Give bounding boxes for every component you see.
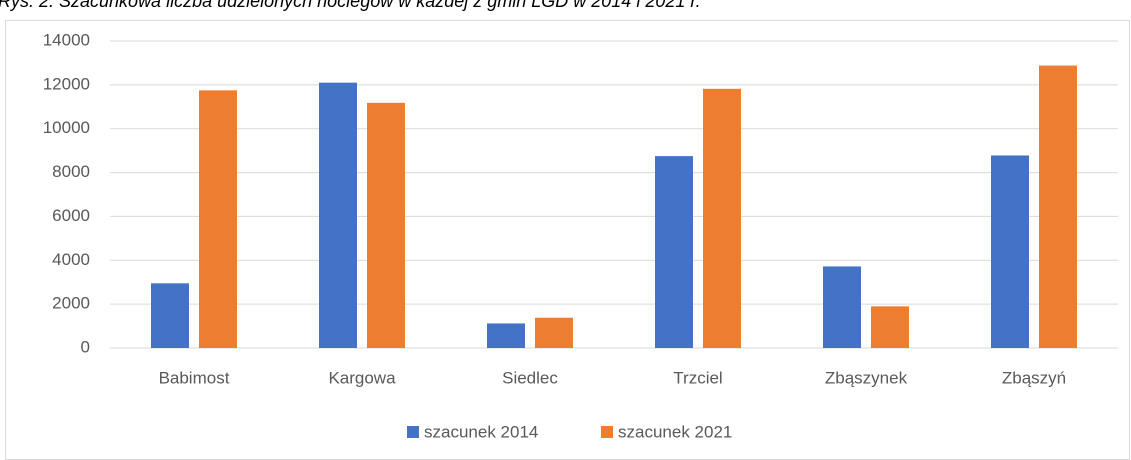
- bar: [151, 283, 189, 348]
- bar: [703, 88, 741, 348]
- bar: [199, 90, 237, 348]
- legend-label: szacunek 2021: [618, 422, 732, 441]
- x-tick-label: Zbąszynek: [825, 368, 908, 387]
- x-tick-label: Siedlec: [502, 368, 558, 387]
- legend-swatch: [601, 426, 613, 438]
- x-tick-label: Kargowa: [328, 368, 396, 387]
- x-tick-label: Babimost: [159, 368, 230, 387]
- bar: [823, 266, 861, 348]
- y-tick-label: 2000: [52, 294, 90, 313]
- y-tick-label: 12000: [43, 74, 90, 93]
- x-tick-label: Trzciel: [673, 368, 722, 387]
- bar: [991, 155, 1029, 348]
- y-tick-label: 0: [81, 337, 90, 356]
- bar: [367, 102, 405, 349]
- bar: [871, 306, 909, 348]
- y-tick-label: 8000: [52, 162, 90, 181]
- y-tick-label: 4000: [52, 250, 90, 269]
- y-tick-label: 14000: [43, 30, 90, 49]
- bar: [535, 317, 573, 348]
- bar: [655, 156, 693, 348]
- y-tick-label: 10000: [43, 118, 90, 137]
- bar: [319, 82, 357, 349]
- legend-label: szacunek 2014: [424, 422, 538, 441]
- legend-swatch: [407, 426, 419, 438]
- chart-title: Rys. 2. Szacunkowa liczba udzielonych no…: [0, 0, 701, 11]
- bar: [487, 323, 525, 348]
- x-tick-label: Zbąszyń: [1002, 368, 1066, 387]
- chart-border: [5, 20, 1130, 460]
- y-tick-label: 6000: [52, 206, 90, 225]
- bar: [1039, 65, 1077, 348]
